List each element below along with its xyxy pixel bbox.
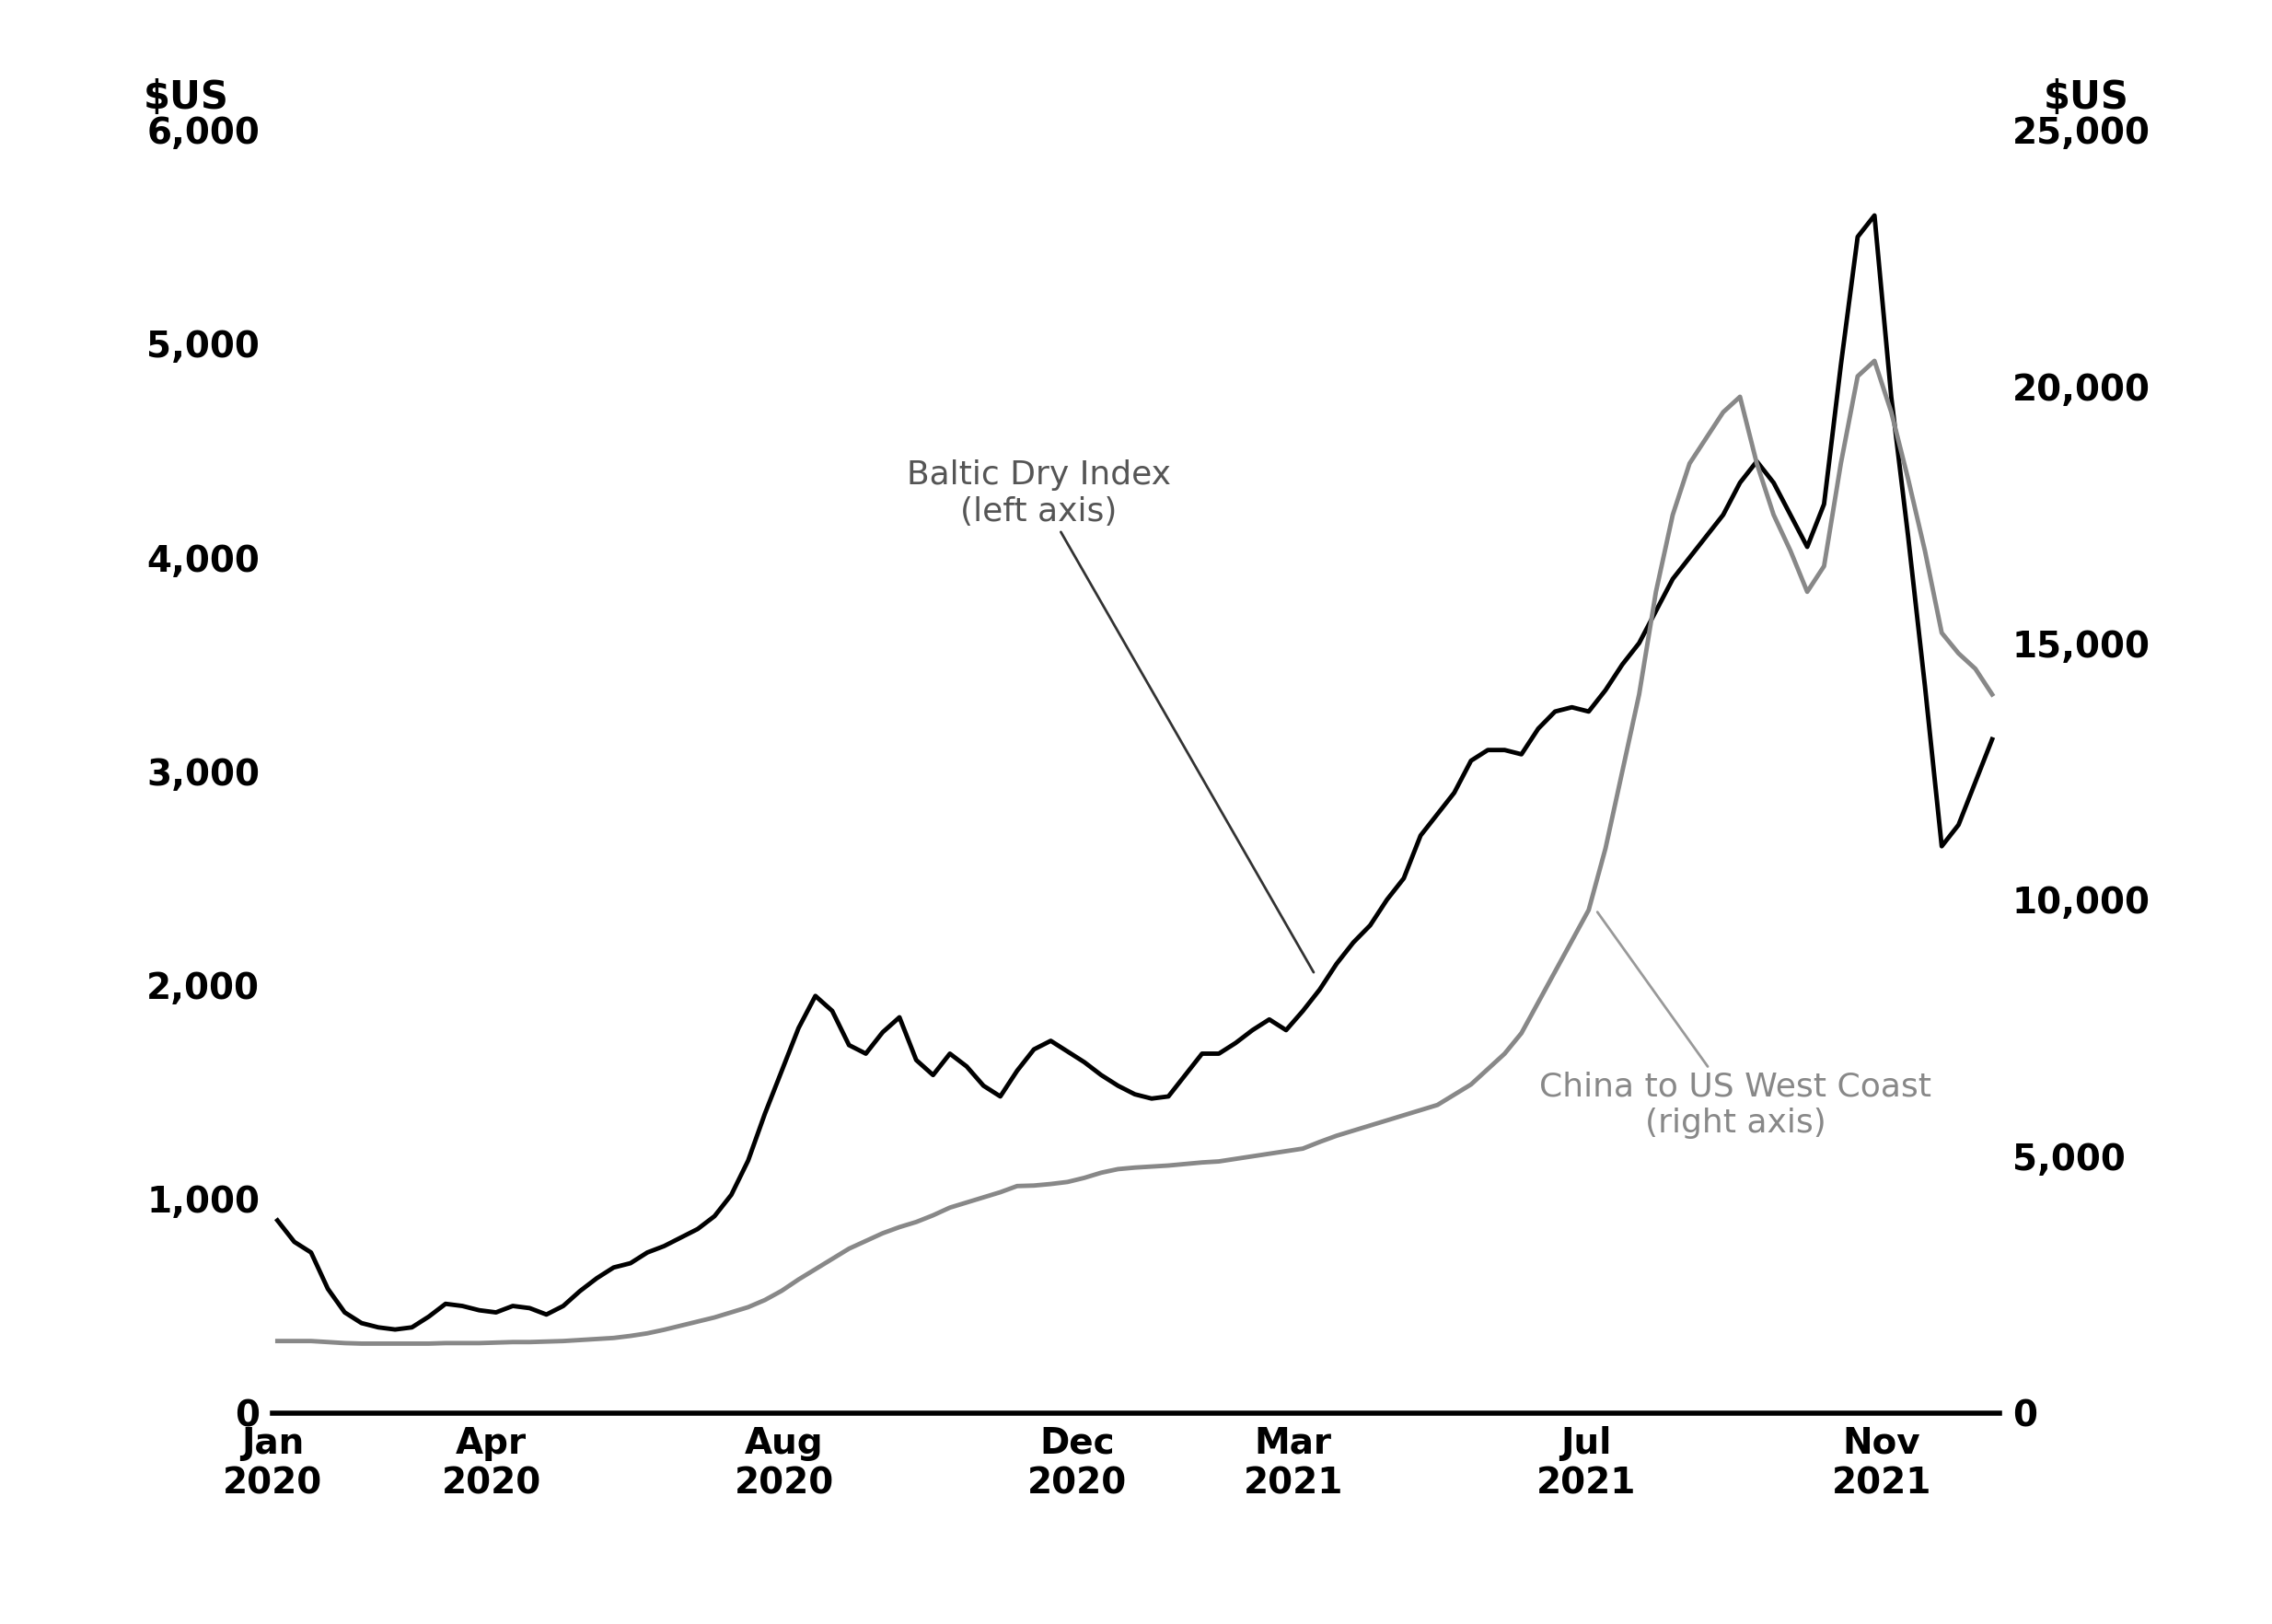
Text: Baltic Dry Index
(left axis): Baltic Dry Index (left axis)	[907, 460, 1313, 973]
Text: $US: $US	[143, 78, 229, 117]
Text: China to US West Coast
(right axis): China to US West Coast (right axis)	[1538, 913, 1931, 1138]
Text: $US: $US	[2043, 78, 2129, 117]
